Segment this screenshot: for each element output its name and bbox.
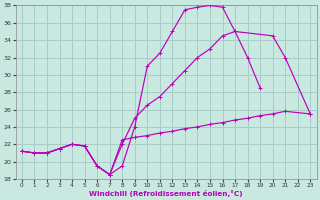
X-axis label: Windchill (Refroidissement éolien,°C): Windchill (Refroidissement éolien,°C) — [89, 190, 243, 197]
